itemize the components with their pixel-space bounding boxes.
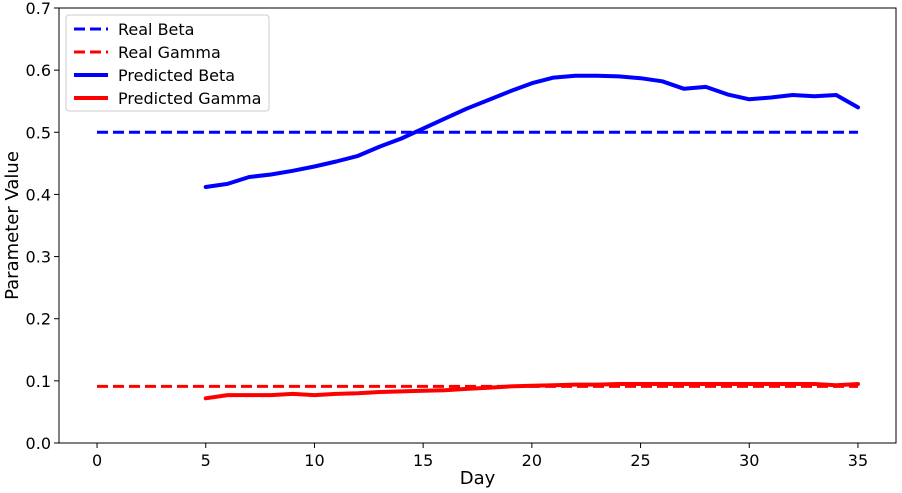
- y-tick-label: 0.7: [26, 0, 51, 18]
- legend-box: [65, 14, 270, 112]
- x-tick-label: 0: [92, 451, 102, 470]
- y-axis-ticks: 0.0 0.1 0.2 0.3 0.4 0.5 0.6 0.7: [26, 0, 59, 453]
- legend-label: Real Beta: [118, 20, 194, 39]
- x-axis-label: Day: [460, 468, 496, 489]
- series-layer: [97, 73, 860, 401]
- legend-label: Predicted Gamma: [118, 89, 261, 108]
- y-tick-label: 0.1: [26, 372, 51, 391]
- x-tick-label: 35: [848, 451, 868, 470]
- legend: Real Beta Real Gamma Predicted Beta Predict…: [65, 14, 270, 112]
- legend-label: Predicted Beta: [118, 66, 235, 85]
- x-tick-label: 10: [304, 451, 324, 470]
- y-tick-label: 0.0: [26, 434, 51, 453]
- series-line-predicted-gamma: [203, 382, 860, 401]
- y-tick-label: 0.2: [26, 310, 51, 329]
- x-axis-ticks: 0 5 10 15 20 25 30 35: [92, 443, 868, 470]
- plot-frame: [58, 7, 897, 444]
- y-tick-label: 0.5: [26, 123, 51, 142]
- series-line-predicted-beta: [203, 73, 860, 189]
- x-tick-label: 20: [522, 451, 542, 470]
- y-tick-label: 0.4: [26, 185, 51, 204]
- legend-label: Real Gamma: [118, 43, 221, 62]
- x-tick-label: 30: [739, 451, 759, 470]
- y-tick-label: 0.3: [26, 248, 51, 267]
- y-tick-label: 0.6: [26, 61, 51, 80]
- y-axis-label: Parameter Value: [2, 151, 23, 300]
- x-tick-label: 15: [413, 451, 433, 470]
- x-tick-label: 5: [201, 451, 211, 470]
- x-tick-label: 25: [630, 451, 650, 470]
